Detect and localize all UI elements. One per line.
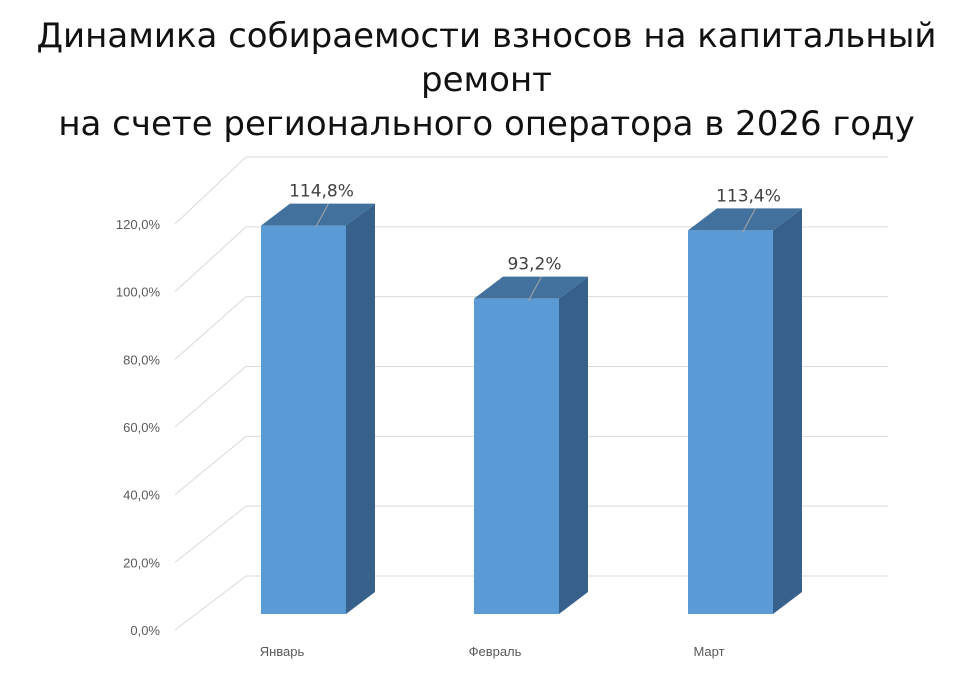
bar [474, 276, 588, 614]
data-label-leader [742, 208, 756, 233]
bar-side-face [559, 276, 588, 614]
bar [688, 208, 802, 614]
data-label-leader [315, 203, 329, 228]
y-tick-label: 0,0% [130, 623, 160, 638]
bar-front-face [261, 225, 346, 615]
y-tick-label: 120,0% [116, 217, 161, 232]
x-axis-category-labels: Январь Февраль Март [260, 644, 725, 659]
y-tick-label: 40,0% [123, 488, 160, 503]
bar-front-face [688, 230, 773, 614]
y-tick-label: 100,0% [116, 285, 161, 300]
bar-top-face [474, 276, 588, 299]
gridline-side [174, 505, 247, 563]
data-label: 93,2% [507, 255, 561, 275]
bar-top-face [688, 208, 802, 231]
bar-side-face [773, 208, 802, 614]
gridline-side [174, 435, 247, 496]
chart-title-line-1: Динамика собираемости взносов на капитал… [36, 16, 937, 100]
data-labels: 114,8% 93,2% 113,4% [289, 182, 781, 301]
x-category-label: Февраль [469, 644, 522, 659]
gridline-side [174, 156, 247, 225]
y-tick-label: 80,0% [123, 352, 160, 367]
x-category-label: Январь [260, 644, 305, 659]
bar [261, 203, 375, 615]
chart-title: Динамика собираемости взносов на капитал… [0, 14, 973, 146]
y-tick-label: 20,0% [123, 555, 160, 570]
data-label-leader [528, 276, 542, 301]
bar-top-face [261, 203, 375, 226]
chart-title-line-2: на счете регионального оператора в 2026 … [58, 104, 915, 144]
gridline-side [174, 296, 247, 360]
bar-side-face [346, 203, 375, 615]
y-axis-tick-labels: 0,0% 20,0% 40,0% 60,0% 80,0% 100,0% 120,0% [116, 217, 161, 638]
gridline-side [174, 575, 247, 631]
gridline-side [174, 366, 247, 428]
x-category-label: Март [693, 644, 724, 659]
bar-front-face [474, 298, 559, 614]
bars [261, 203, 802, 615]
y-tick-label: 60,0% [123, 420, 160, 435]
data-label: 114,8% [289, 182, 354, 202]
gridline-side [174, 226, 247, 293]
data-label: 113,4% [716, 186, 781, 206]
